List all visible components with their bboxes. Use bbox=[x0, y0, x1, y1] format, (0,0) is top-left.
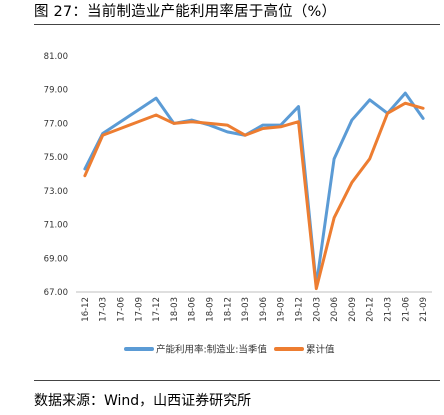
x-tick-label: 21-03 bbox=[384, 297, 394, 322]
x-tick-label: 20-09 bbox=[348, 297, 358, 322]
legend-label: 产能利用率:制造业:当季值 bbox=[156, 344, 267, 356]
x-tick-label: 18-06 bbox=[188, 297, 198, 322]
x-tick-label: 18-12 bbox=[223, 297, 233, 322]
x-tick-label: 21-06 bbox=[401, 297, 411, 322]
data-source: 数据来源：Wind，山西证券研究所 bbox=[34, 393, 252, 409]
x-tick-label: 19-09 bbox=[277, 297, 287, 322]
y-tick-label: 69.00 bbox=[44, 254, 68, 264]
x-tick-label: 17-09 bbox=[134, 297, 144, 322]
figure-title: 图 27：当前制造业产能利用率居于高位（%） bbox=[34, 4, 337, 20]
legend-label: 累计值 bbox=[306, 344, 335, 356]
x-tick-label: 20-03 bbox=[312, 297, 322, 322]
x-tick-label: 17-12 bbox=[152, 297, 162, 322]
x-tick-label: 20-06 bbox=[330, 297, 340, 322]
y-tick-label: 75.00 bbox=[44, 153, 68, 163]
x-tick-label: 17-03 bbox=[99, 297, 109, 322]
series-line-cumulative bbox=[83, 101, 425, 291]
x-tick-label: 20-12 bbox=[366, 297, 376, 322]
y-tick-label: 67.00 bbox=[44, 288, 68, 298]
x-tick-label: 17-06 bbox=[117, 297, 127, 322]
x-tick-label: 16-12 bbox=[81, 297, 91, 322]
x-tick-label: 18-03 bbox=[170, 297, 180, 322]
x-tick-label: 21-09 bbox=[419, 297, 429, 322]
line-chart: 81.00 79.00 77.00 75.00 73.00 71.00 69.00 67.00… bbox=[44, 52, 432, 356]
y-tick-label: 81.00 bbox=[44, 52, 68, 62]
series-line-capacity-quarterly bbox=[83, 91, 425, 287]
y-tick-label: 71.00 bbox=[44, 221, 68, 231]
title-rule bbox=[34, 24, 440, 25]
x-tick-label: 18-09 bbox=[206, 297, 216, 322]
x-tick-label: 19-12 bbox=[295, 297, 305, 322]
x-tick-label: 19-03 bbox=[241, 297, 251, 322]
y-tick-label: 77.00 bbox=[44, 119, 68, 129]
y-tick-label: 73.00 bbox=[44, 187, 68, 197]
y-tick-label: 79.00 bbox=[44, 86, 68, 96]
x-tick-label: 19-06 bbox=[259, 297, 269, 322]
source-rule bbox=[34, 380, 440, 381]
